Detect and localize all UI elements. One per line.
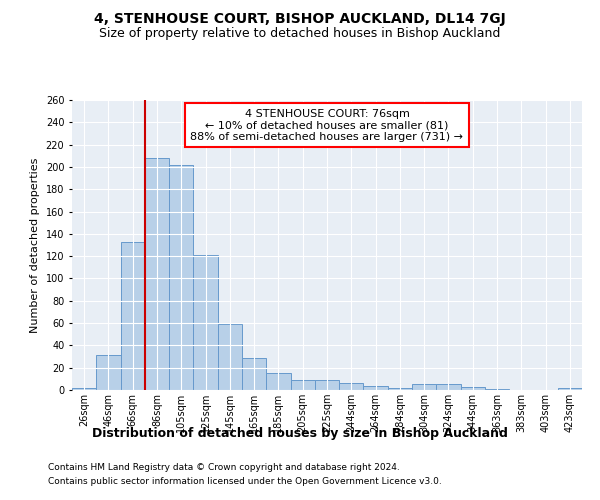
Bar — [461, 386, 485, 390]
Bar — [364, 386, 388, 390]
Text: Contains HM Land Registry data © Crown copyright and database right 2024.: Contains HM Land Registry data © Crown c… — [48, 462, 400, 471]
Bar — [266, 374, 290, 390]
Bar — [72, 388, 96, 390]
Bar — [242, 358, 266, 390]
Text: Contains public sector information licensed under the Open Government Licence v3: Contains public sector information licen… — [48, 478, 442, 486]
Bar — [218, 324, 242, 390]
Bar — [193, 255, 218, 390]
Bar — [412, 384, 436, 390]
Bar — [339, 384, 364, 390]
Bar — [315, 380, 339, 390]
Bar — [558, 388, 582, 390]
Bar — [388, 388, 412, 390]
Bar — [145, 158, 169, 390]
Bar — [290, 380, 315, 390]
Y-axis label: Number of detached properties: Number of detached properties — [30, 158, 40, 332]
Text: 4 STENHOUSE COURT: 76sqm
← 10% of detached houses are smaller (81)
88% of semi-d: 4 STENHOUSE COURT: 76sqm ← 10% of detach… — [191, 108, 464, 142]
Bar — [96, 356, 121, 390]
Bar — [169, 164, 193, 390]
Bar — [121, 242, 145, 390]
Text: Distribution of detached houses by size in Bishop Auckland: Distribution of detached houses by size … — [92, 428, 508, 440]
Text: 4, STENHOUSE COURT, BISHOP AUCKLAND, DL14 7GJ: 4, STENHOUSE COURT, BISHOP AUCKLAND, DL1… — [94, 12, 506, 26]
Bar — [436, 384, 461, 390]
Text: Size of property relative to detached houses in Bishop Auckland: Size of property relative to detached ho… — [100, 28, 500, 40]
Bar — [485, 389, 509, 390]
